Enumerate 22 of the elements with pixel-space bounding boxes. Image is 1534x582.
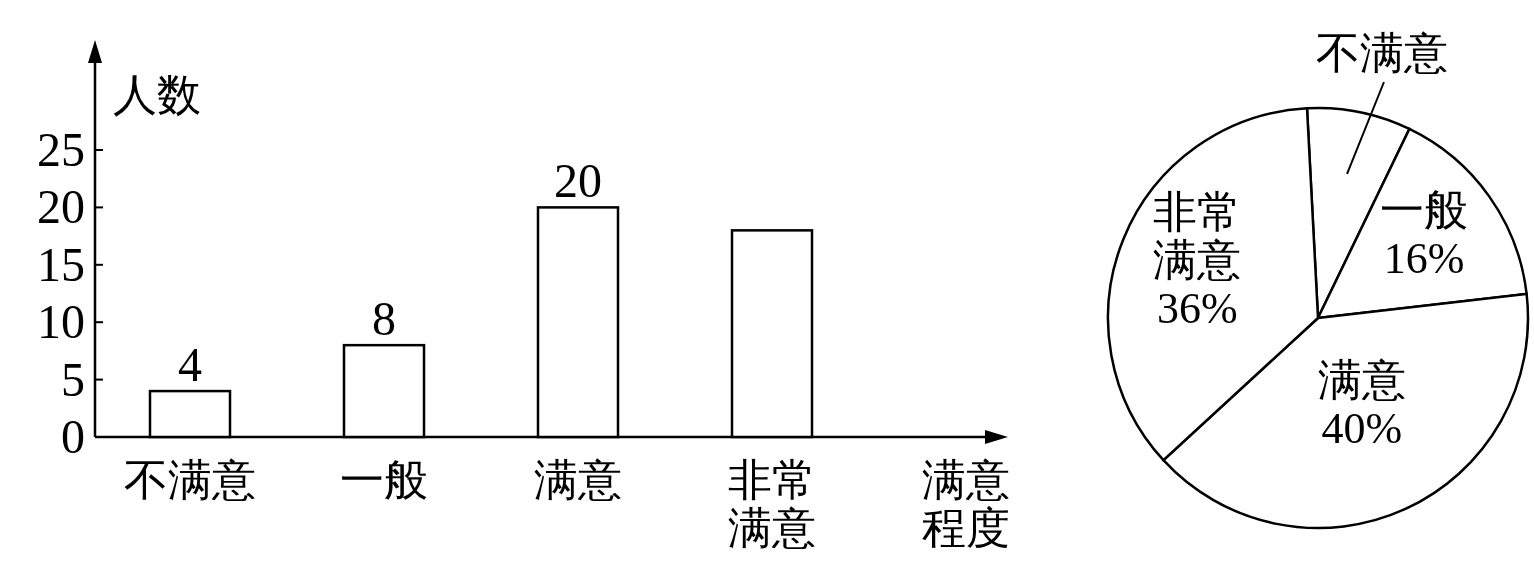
slice-label: 非常满意 <box>1153 187 1242 286</box>
y-tick-label: 25 <box>37 123 85 176</box>
y-tick-label: 0 <box>61 410 85 463</box>
data-label: 16% <box>1383 233 1465 283</box>
y-tick-label: 20 <box>37 180 85 234</box>
data-label: 20 <box>554 154 602 208</box>
data-label: 40% <box>1321 404 1403 454</box>
y-tick-label: 15 <box>37 237 85 291</box>
data-label: 36% <box>1157 283 1238 333</box>
data-label: 4 <box>178 338 202 392</box>
x-tick-label: 一般 <box>340 456 428 505</box>
x-tick-label: 不满意 <box>124 456 256 505</box>
slice-label: 满意 <box>1317 356 1406 406</box>
y-tick-label: 10 <box>37 295 85 349</box>
x-tick-label: 满意 <box>534 456 622 505</box>
data-label: 8 <box>372 292 396 346</box>
slice-label: 不满意 <box>1315 29 1448 78</box>
y-tick-label: 5 <box>61 352 85 406</box>
x-axis-title: 满意程度 <box>922 456 1010 554</box>
slice-label: 一般 <box>1380 185 1469 235</box>
x-tick-label: 非常满意 <box>728 456 816 554</box>
y-axis-title: 人数 <box>113 71 201 120</box>
